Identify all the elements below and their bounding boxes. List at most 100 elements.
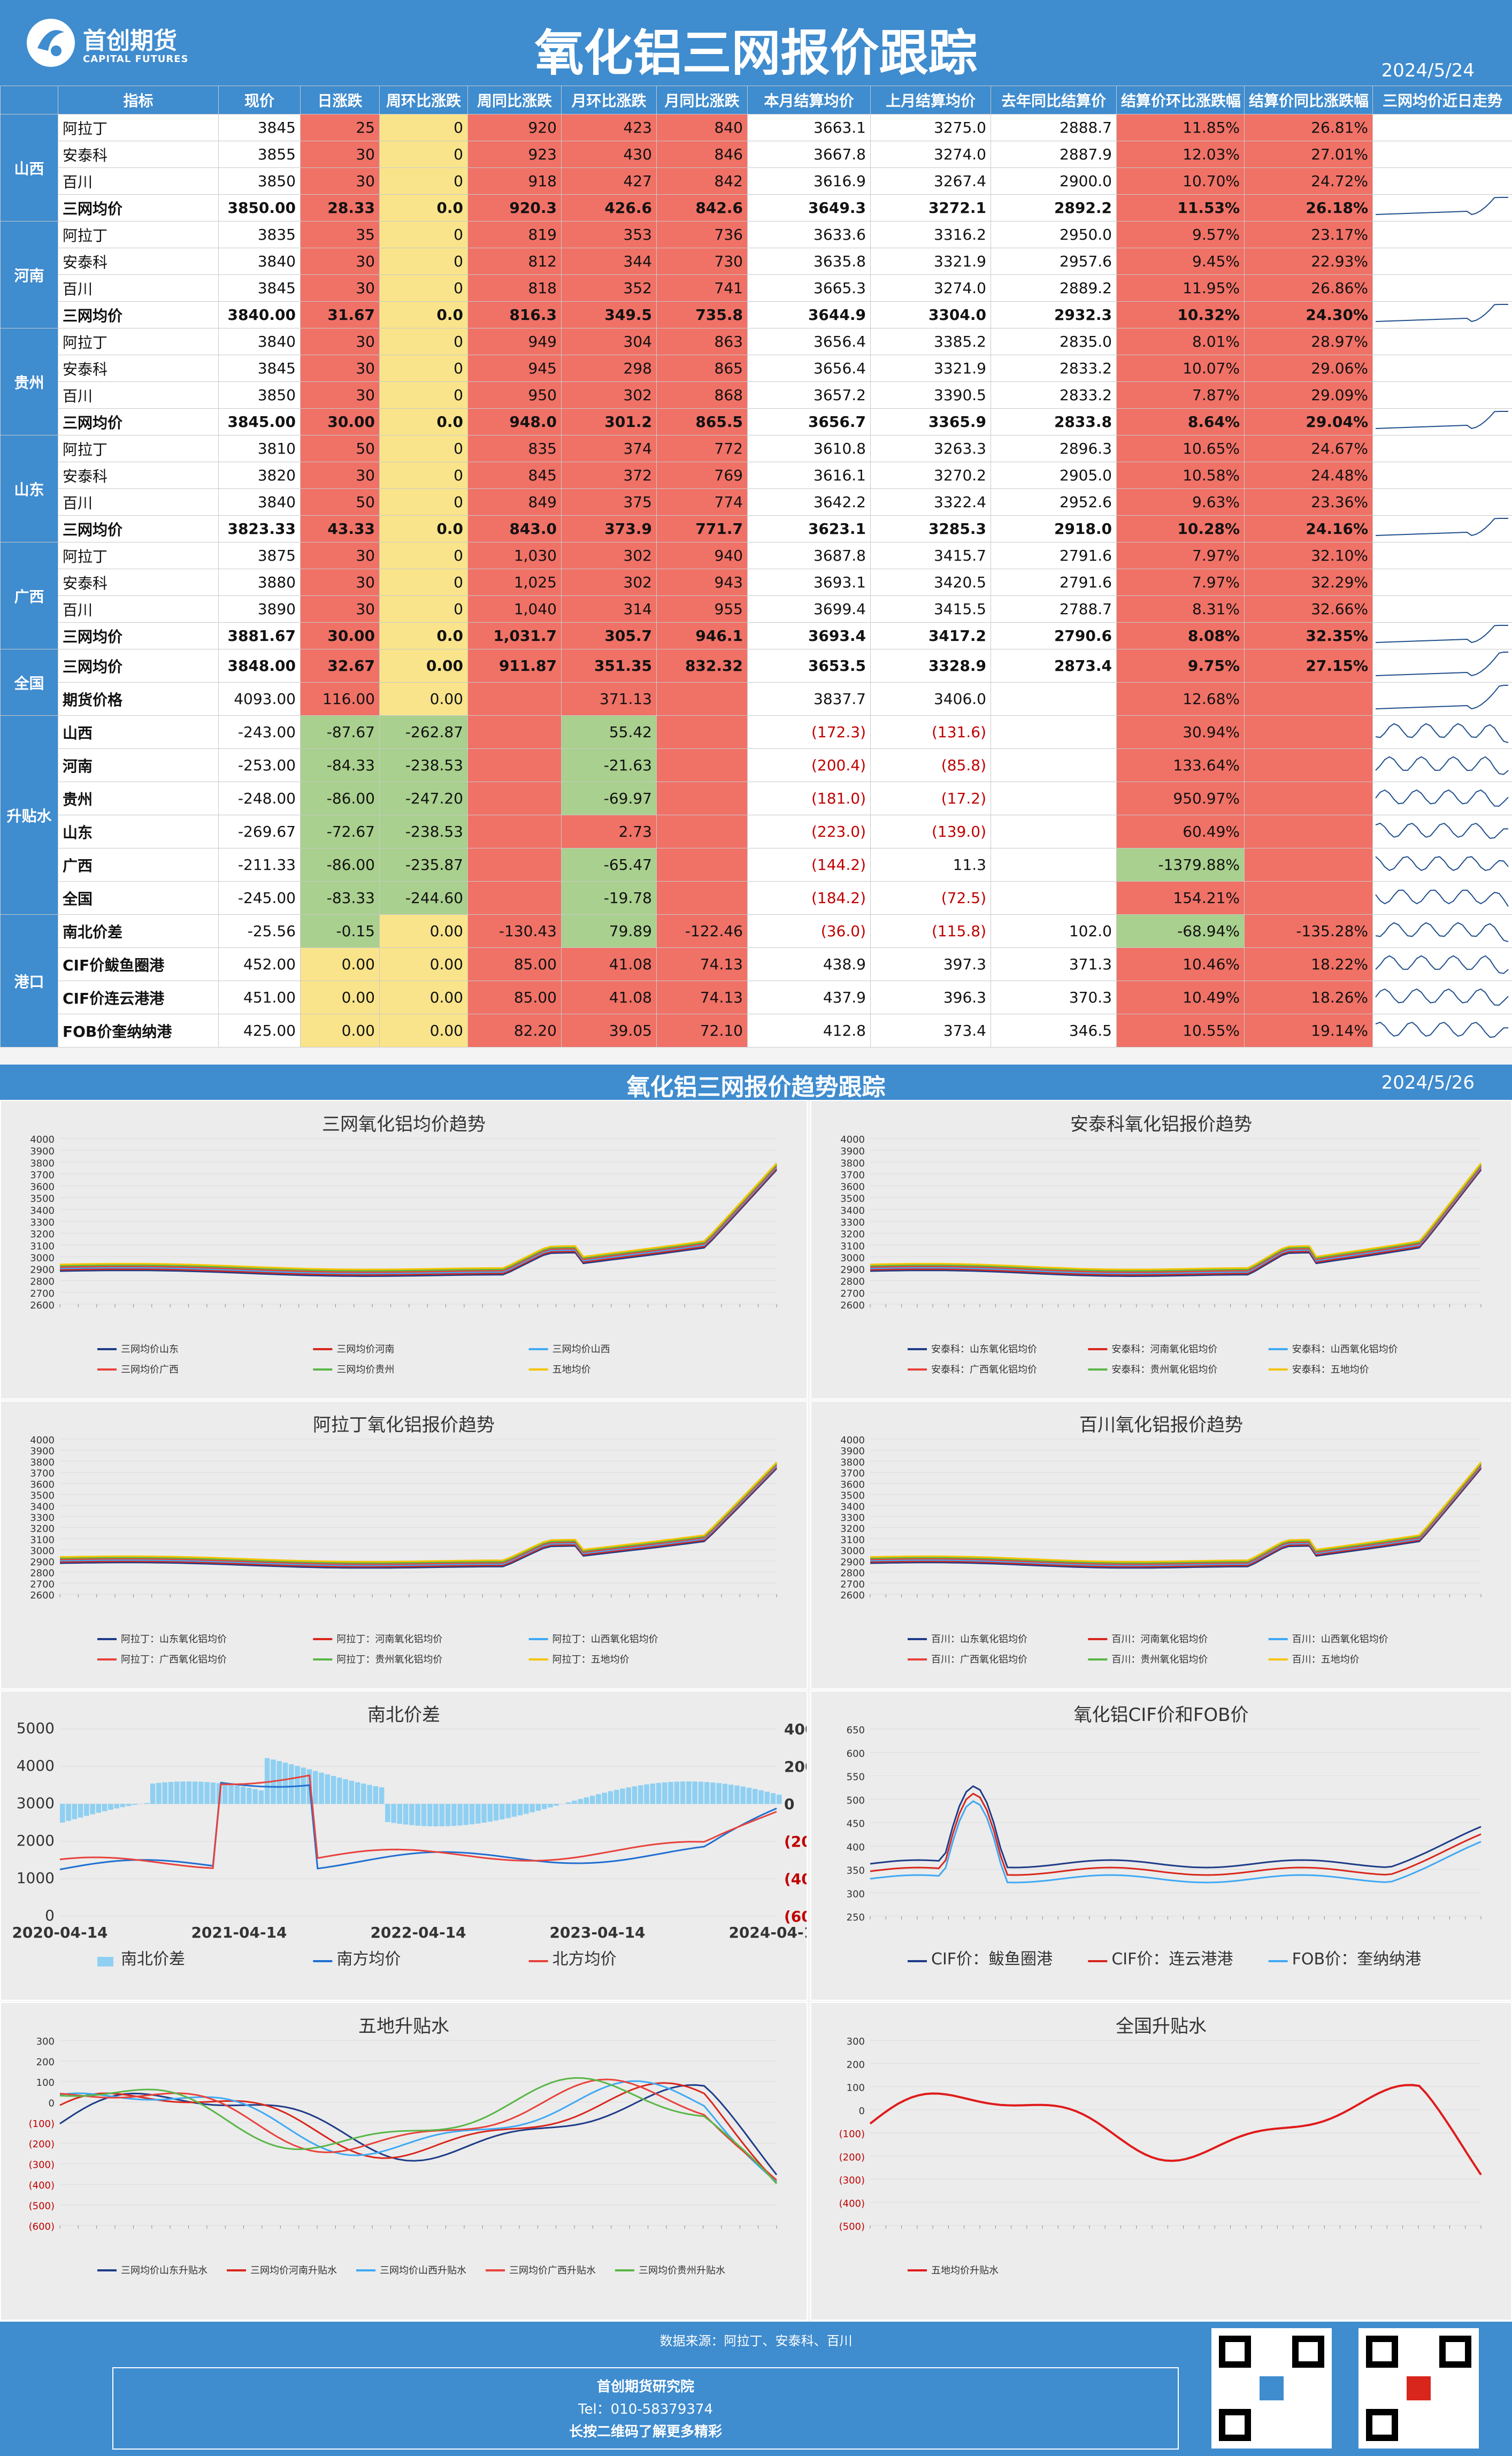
region-label: 河南 xyxy=(0,221,58,328)
table-row: 广西 -211.33 -86.00 -235.87 -65.47 (144.2) 11.3 -… xyxy=(1,848,1512,882)
table-cell: 8.64% xyxy=(1116,408,1245,435)
diff-bar xyxy=(343,1779,348,1804)
table-cell: 3875 xyxy=(218,542,301,569)
y-tick-label: 300 xyxy=(36,2036,55,2047)
diff-bar xyxy=(126,1804,132,1806)
table-cell: -245.00 xyxy=(218,881,301,915)
chart-title: 阿拉丁氧化铝报价趋势 xyxy=(313,1414,495,1436)
table-cell xyxy=(991,715,1117,749)
table-row: 山东 -269.67 -72.67 -238.53 2.73 (223.0) (139.0)… xyxy=(1,815,1512,848)
y-tick-label: 4000 xyxy=(17,1757,55,1774)
table-cell: 3610.8 xyxy=(747,435,871,462)
legend-label: 三网均价山西升贴水 xyxy=(380,2265,466,2276)
table-cell: 2896.3 xyxy=(991,435,1117,462)
row-label: 全国 xyxy=(58,881,219,915)
table-cell: 3304.0 xyxy=(870,301,991,328)
diff-bar xyxy=(613,1789,619,1804)
table-cell: 3420.5 xyxy=(870,569,991,596)
series-line xyxy=(870,1800,1482,1884)
sparkline-cell xyxy=(1372,515,1512,542)
y-tick-label: 2900 xyxy=(840,1265,865,1276)
table-cell: 0.00 xyxy=(379,682,468,716)
trend-chart-panel: 氧化铝CIF价和FOB价 650 600 550 500 450 400 350 300 250 C… xyxy=(810,1690,1512,2001)
table-cell: 2.73 xyxy=(561,815,657,848)
table-cell: 816.3 xyxy=(467,301,562,328)
table-cell: 3417.2 xyxy=(870,622,991,649)
table-cell: 2892.2 xyxy=(991,194,1117,221)
table-cell xyxy=(656,881,748,915)
row-label: 百川 xyxy=(58,488,219,516)
sparkline-path xyxy=(1375,410,1508,429)
table-cell: 7.97% xyxy=(1116,542,1245,569)
table-cell: 2918.0 xyxy=(991,515,1117,542)
y-tick-label: 2800 xyxy=(30,1568,55,1579)
y-tick-label-right: 400 xyxy=(784,1720,807,1738)
y-tick-label: 4000 xyxy=(840,1435,865,1446)
diff-bar xyxy=(228,1785,234,1804)
table-cell: (85.8) xyxy=(870,748,991,782)
header-cell: 三网均价近日走势 xyxy=(1372,86,1512,114)
sparkline-cell xyxy=(1372,914,1512,948)
table-cell xyxy=(991,682,1117,716)
legend-label: 百川：广西氧化铝均价 xyxy=(931,1654,1027,1665)
diff-bar xyxy=(391,1804,396,1823)
table-cell: 846 xyxy=(656,141,748,168)
header-cell: 周环比涨跌 xyxy=(379,86,468,114)
trend-sparkline xyxy=(1375,855,1509,871)
qr-code[interactable] xyxy=(1359,2328,1479,2449)
legend-label: 百川：山西氧化铝均价 xyxy=(1292,1634,1388,1645)
diff-bar xyxy=(620,1788,625,1804)
table-cell: 948.0 xyxy=(467,408,562,435)
table-cell: 39.05 xyxy=(561,1014,657,1047)
table-cell: 3656.4 xyxy=(747,328,871,355)
diff-bar xyxy=(222,1784,228,1804)
trend-chart: 300 200 100 0 (100) (200) (300) (400) (500) (600)… xyxy=(29,2036,778,2276)
data-source: 数据来源：阿拉丁、安泰科、百川 xyxy=(659,2333,853,2348)
legend-label: 百川：贵州氧化铝均价 xyxy=(1111,1654,1208,1665)
diff-bar xyxy=(144,1803,150,1804)
table-cell: 351.35 xyxy=(561,649,657,683)
y-tick-label: 3400 xyxy=(840,1205,865,1216)
sparkline-cell xyxy=(1372,947,1512,981)
table-cell: 3653.5 xyxy=(747,649,871,683)
table-cell: 28.33 xyxy=(300,194,380,221)
diff-bar xyxy=(210,1782,216,1804)
table-row: FOB价奎纳纳港 425.00 0.00 0.00 82.20 39.05 72.10 412… xyxy=(1,1014,1512,1047)
sparkline-path xyxy=(1375,651,1508,676)
table-cell: 302 xyxy=(561,381,657,409)
table-cell xyxy=(656,782,748,815)
diff-bar xyxy=(433,1804,439,1826)
table-cell: (172.3) xyxy=(747,715,871,749)
y-tick-label: (200) xyxy=(29,2139,55,2150)
table-cell: -238.53 xyxy=(379,748,468,782)
table-cell: 30.00 xyxy=(300,408,380,435)
table-cell: (181.0) xyxy=(747,782,871,815)
contact-box: 首创期货研究院 Tel：010-58379374 长按二维码了解更多精彩 xyxy=(112,2367,1179,2450)
table-cell xyxy=(467,782,562,815)
table-cell: 28.97% xyxy=(1244,328,1373,355)
legend-label: CIF价：连云港港 xyxy=(1111,1950,1233,1969)
chart-title: 全国升贴水 xyxy=(1116,2016,1207,2037)
table-cell: 85.00 xyxy=(467,947,562,981)
sparkline-cell xyxy=(1372,408,1512,435)
trend-chart-panel: 五地升贴水 300 200 100 0 (100) (200) (300) (400) (500)… xyxy=(0,2002,808,2321)
series-line xyxy=(59,2080,777,2183)
table-cell: 0.00 xyxy=(379,981,468,1014)
y-tick-label: 3700 xyxy=(30,1169,55,1181)
diff-bar xyxy=(481,1804,487,1823)
table-cell: 32.35% xyxy=(1244,622,1373,649)
series-line xyxy=(870,1168,1482,1276)
legend-label: 三网均价广西 xyxy=(121,1364,179,1375)
diff-bar xyxy=(740,1786,746,1804)
qr-code[interactable] xyxy=(1211,2328,1332,2449)
y-tick-label: 3700 xyxy=(840,1169,865,1181)
table-cell: 0 xyxy=(379,141,468,168)
table-cell xyxy=(1244,748,1373,782)
table-cell: 2833.2 xyxy=(991,381,1117,409)
table-cell: 3321.9 xyxy=(870,355,991,382)
page-title: 氧化铝三网报价跟踪 xyxy=(534,25,978,82)
diff-bar xyxy=(596,1794,601,1804)
table-cell: 30 xyxy=(300,141,380,168)
trend-section-date: 2024/5/26 xyxy=(1381,1072,1475,1093)
table-cell: 946.1 xyxy=(656,622,748,649)
